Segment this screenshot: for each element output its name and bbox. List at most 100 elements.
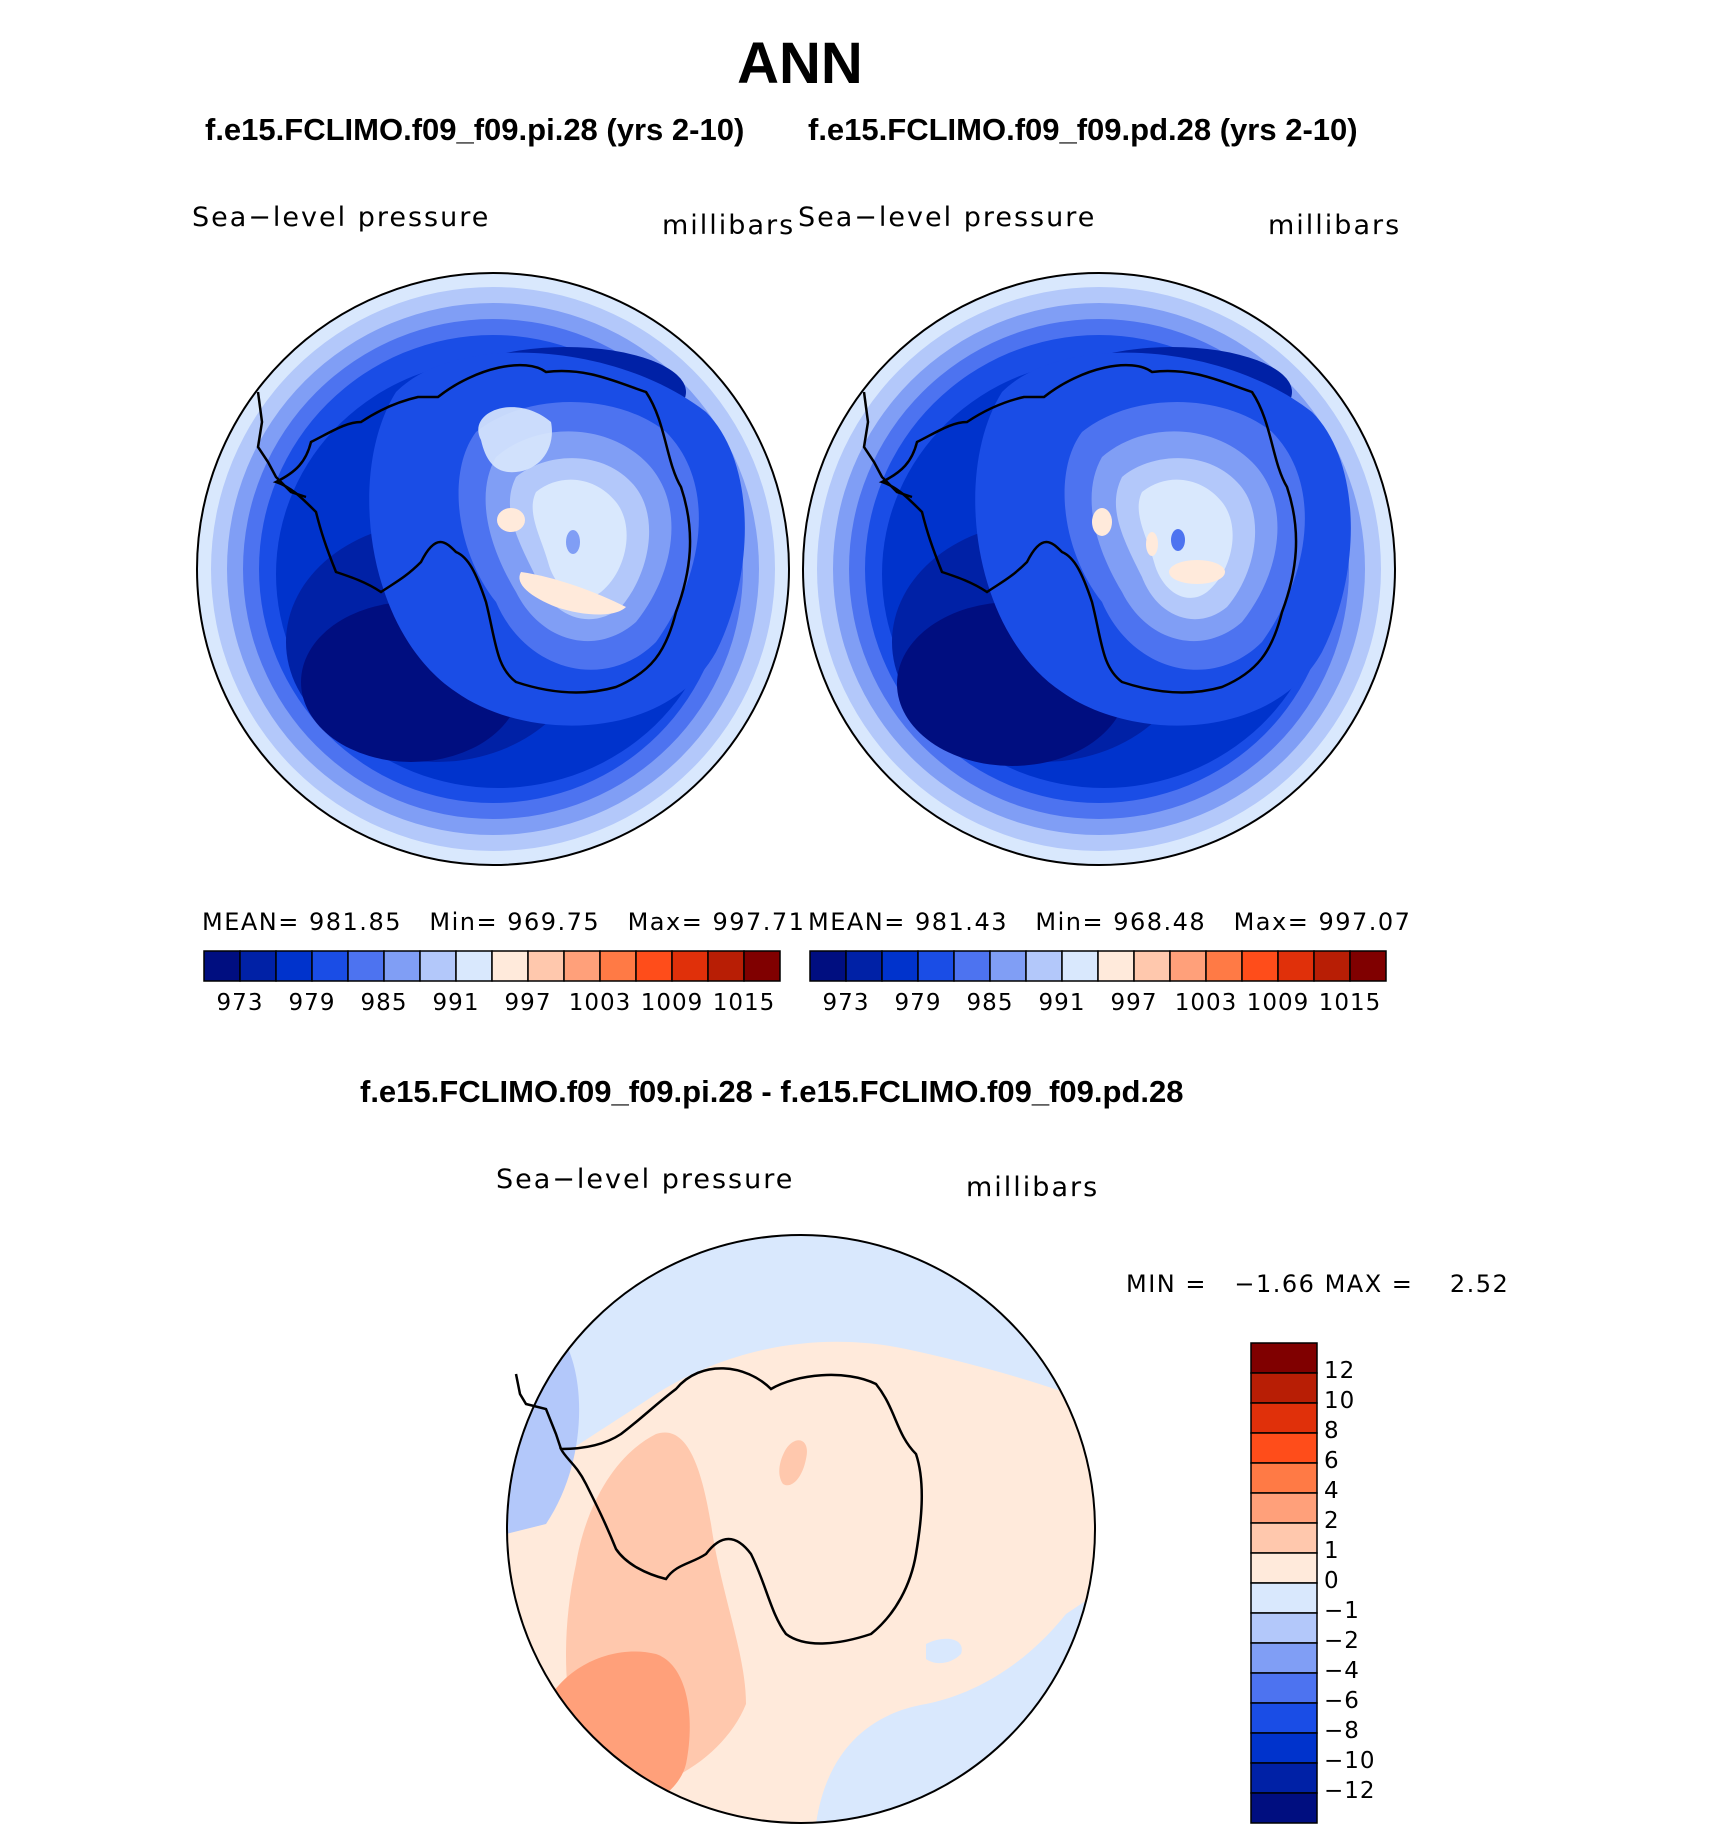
colorbar-swatch (809, 950, 847, 982)
mean-label: MEAN= (808, 908, 906, 936)
max-value: 2.52 (1449, 1270, 1510, 1298)
colorbar-swatch (743, 950, 781, 982)
colorbar-swatch (917, 950, 955, 982)
diff-colorbar-ticks: 12 10 8 6 4 2 1 0 −1 −2 −4 −6 −8 −10 −12 (1324, 1342, 1414, 1824)
colorbar-tick-label: −10 (1324, 1748, 1376, 1774)
panel-2-variable-label: Sea−level pressure (798, 202, 1097, 233)
max-label: Max= (627, 908, 704, 936)
colorbar-tick-label: 973 (822, 990, 870, 1016)
colorbar-swatch (383, 950, 421, 982)
colorbar-tick-label: 10 (1324, 1388, 1356, 1414)
max-value: 997.07 (1318, 908, 1412, 936)
colorbar-tick-label: 997 (504, 990, 552, 1016)
panel-1-colorbar (203, 950, 781, 982)
colorbar-swatch (1250, 1372, 1318, 1404)
colorbar-tick-label: 1003 (568, 990, 632, 1016)
colorbar-tick-label: 979 (894, 990, 942, 1016)
panel-2-colorbar-ticks: 973 979 985 991 997 1003 1009 1015 (810, 990, 1386, 1020)
colorbar-swatch (707, 950, 745, 982)
colorbar-swatch (1250, 1492, 1318, 1524)
colorbar-swatch (1250, 1792, 1318, 1824)
panel-1-variable-label: Sea−level pressure (192, 202, 491, 233)
colorbar-tick-label: 973 (216, 990, 264, 1016)
colorbar-tick-label: −12 (1324, 1778, 1376, 1804)
colorbar-swatch (1250, 1462, 1318, 1494)
max-label: MAX = (1324, 1270, 1414, 1298)
colorbar-swatch (1205, 950, 1243, 982)
mean-label: MEAN= (202, 908, 300, 936)
min-value: −1.66 (1234, 1270, 1316, 1298)
panel-2-units-label: millibars (1268, 210, 1402, 241)
colorbar-tick-label: 991 (432, 990, 480, 1016)
colorbar-swatch (239, 950, 277, 982)
colorbar-tick-label: 985 (966, 990, 1014, 1016)
colorbar-swatch (1250, 1732, 1318, 1764)
diff-units-label: millibars (966, 1172, 1100, 1203)
colorbar-tick-label: 0 (1324, 1568, 1340, 1594)
colorbar-swatch (1250, 1342, 1318, 1374)
colorbar-swatch (419, 950, 457, 982)
colorbar-swatch (1250, 1402, 1318, 1434)
colorbar-tick-label: −2 (1324, 1628, 1360, 1654)
colorbar-swatch (527, 950, 565, 982)
colorbar-swatch (1250, 1582, 1318, 1614)
colorbar-swatch (563, 950, 601, 982)
panel-1-units-label: millibars (662, 210, 796, 241)
colorbar-swatch (455, 950, 493, 982)
colorbar-swatch (1241, 950, 1279, 982)
colorbar-swatch (311, 950, 349, 982)
panel-1-case-title: f.e15.FCLIMO.f09_f09.pi.28 (yrs 2-10) (205, 112, 745, 147)
colorbar-tick-label: 1 (1324, 1538, 1340, 1564)
colorbar-tick-label: 12 (1324, 1358, 1356, 1384)
colorbar-tick-label: 979 (288, 990, 336, 1016)
colorbar-tick-label: 1003 (1174, 990, 1238, 1016)
colorbar-swatch (275, 950, 313, 982)
mean-value: 981.85 (309, 908, 402, 936)
diff-polar-map (506, 1234, 1096, 1824)
colorbar-swatch (881, 950, 919, 982)
colorbar-swatch (347, 950, 385, 982)
colorbar-swatch (1169, 950, 1207, 982)
colorbar-swatch (1250, 1522, 1318, 1554)
min-value: 969.75 (507, 908, 601, 936)
colorbar-swatch (671, 950, 709, 982)
colorbar-tick-label: 985 (360, 990, 408, 1016)
colorbar-swatch (1250, 1552, 1318, 1584)
colorbar-tick-label: 991 (1038, 990, 1086, 1016)
colorbar-tick-label: −4 (1324, 1658, 1360, 1684)
panel-2-stats: MEAN= 981.43 Min= 968.48 Max= 997.07 (808, 908, 1411, 936)
colorbar-swatch (203, 950, 241, 982)
colorbar-swatch (1061, 950, 1099, 982)
colorbar-tick-label: 1015 (712, 990, 776, 1016)
colorbar-swatch (845, 950, 883, 982)
min-label: MIN = (1126, 1270, 1207, 1298)
colorbar-swatch (1277, 950, 1315, 982)
colorbar-tick-label: −6 (1324, 1688, 1360, 1714)
colorbar-swatch (1250, 1642, 1318, 1674)
colorbar-swatch (1097, 950, 1135, 982)
min-label: Min= (429, 908, 499, 936)
panel-1-stats: MEAN= 981.85 Min= 969.75 Max= 997.71 (202, 908, 805, 936)
max-label: Max= (1233, 908, 1310, 936)
colorbar-tick-label: 1015 (1318, 990, 1382, 1016)
colorbar-swatch (1313, 950, 1351, 982)
colorbar-swatch (599, 950, 637, 982)
colorbar-swatch (635, 950, 673, 982)
colorbar-swatch (1025, 950, 1063, 982)
colorbar-swatch (1250, 1612, 1318, 1644)
colorbar-tick-label: 2 (1324, 1508, 1340, 1534)
colorbar-swatch (1250, 1702, 1318, 1734)
colorbar-swatch (1250, 1432, 1318, 1464)
diff-title: f.e15.FCLIMO.f09_f09.pi.28 - f.e15.FCLIM… (360, 1074, 1184, 1109)
diff-variable-label: Sea−level pressure (496, 1164, 795, 1195)
panel-1-colorbar-ticks: 973 979 985 991 997 1003 1009 1015 (204, 990, 780, 1020)
panel-1-polar-map (196, 272, 790, 866)
max-value: 997.71 (712, 908, 806, 936)
colorbar-tick-label: −8 (1324, 1718, 1360, 1744)
colorbar-swatch (953, 950, 991, 982)
colorbar-tick-label: 1009 (1246, 990, 1310, 1016)
colorbar-swatch (1349, 950, 1387, 982)
diff-colorbar (1250, 1342, 1318, 1824)
panel-2-colorbar (809, 950, 1387, 982)
colorbar-tick-label: 997 (1110, 990, 1158, 1016)
